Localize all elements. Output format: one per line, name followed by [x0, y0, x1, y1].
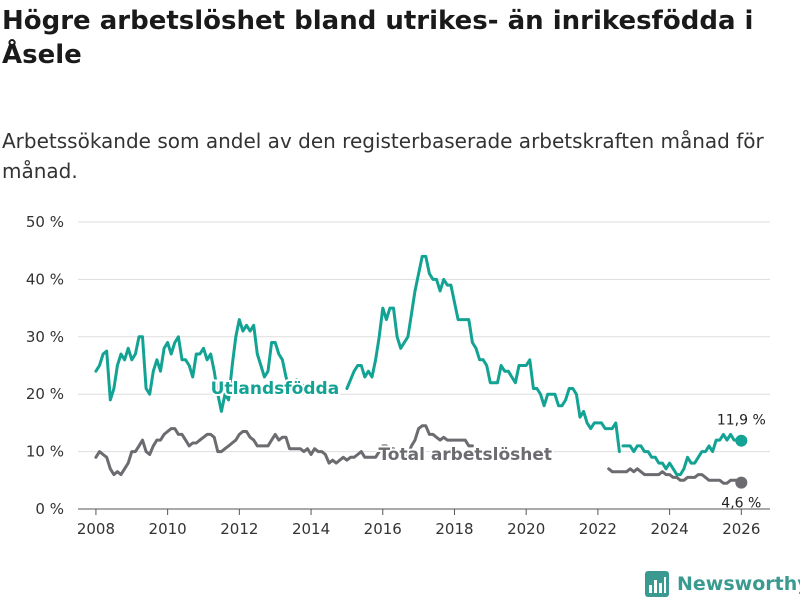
y-tick-label: 30 %: [26, 328, 64, 346]
y-tick-label: 40 %: [26, 270, 64, 288]
x-tick-label: 2012: [220, 520, 258, 538]
bar-chart-icon: [645, 571, 669, 597]
y-tick-label: 20 %: [26, 385, 64, 403]
gridlines: [78, 221, 770, 510]
x-tick-label: 2010: [149, 520, 187, 538]
x-tick-label: 2008: [77, 520, 115, 538]
y-tick-label: 0 %: [35, 500, 64, 518]
series-line-utlandsfodda: [94, 318, 299, 413]
brand-name: Newsworthy: [677, 573, 800, 595]
end-value-label: 11,9 %: [717, 413, 766, 429]
series-line-total: [94, 424, 474, 477]
series-line-total: [607, 467, 743, 485]
series-label: Total arbetslöshet: [378, 445, 552, 465]
end-point: [735, 476, 748, 489]
x-tick-label: 2024: [651, 520, 689, 538]
series-lines: [94, 254, 748, 489]
end-value-label: 4,6 %: [721, 496, 761, 512]
chart-subtitle: Arbetssökande som andel av den registerb…: [2, 129, 764, 183]
series-line-utlandsfodda: [302, 384, 309, 390]
y-tick-label: 10 %: [26, 443, 64, 461]
series-line-utlandsfodda: [345, 254, 621, 454]
newsworthy-logo: Newsworthy: [645, 570, 800, 598]
x-tick-label: 2016: [364, 520, 402, 538]
series-labels: 11,9 % Utlandsfödda 4,6 % Total arbetslöshe…: [209, 377, 766, 512]
x-axis: 2008 2010 2012 2014 2016 2018 2020 2022 2024 2026: [77, 509, 760, 538]
series-line-utlandsfodda: [621, 432, 743, 477]
series-label: Utlandsfödda: [211, 379, 340, 399]
chart-title: Högre arbetslöshet bland utrikes- än inr…: [2, 6, 754, 70]
y-tick-label: 50 %: [26, 213, 64, 231]
y-axis-ticks: 0 % 10 % 20 % 30 % 40 % 50 %: [26, 213, 64, 518]
end-point: [735, 434, 748, 447]
x-tick-label: 2020: [507, 520, 545, 538]
x-tick-label: 2014: [292, 520, 330, 538]
x-tick-label: 2022: [579, 520, 617, 538]
x-tick-label: 2026: [722, 520, 760, 538]
x-tick-label: 2018: [435, 520, 473, 538]
